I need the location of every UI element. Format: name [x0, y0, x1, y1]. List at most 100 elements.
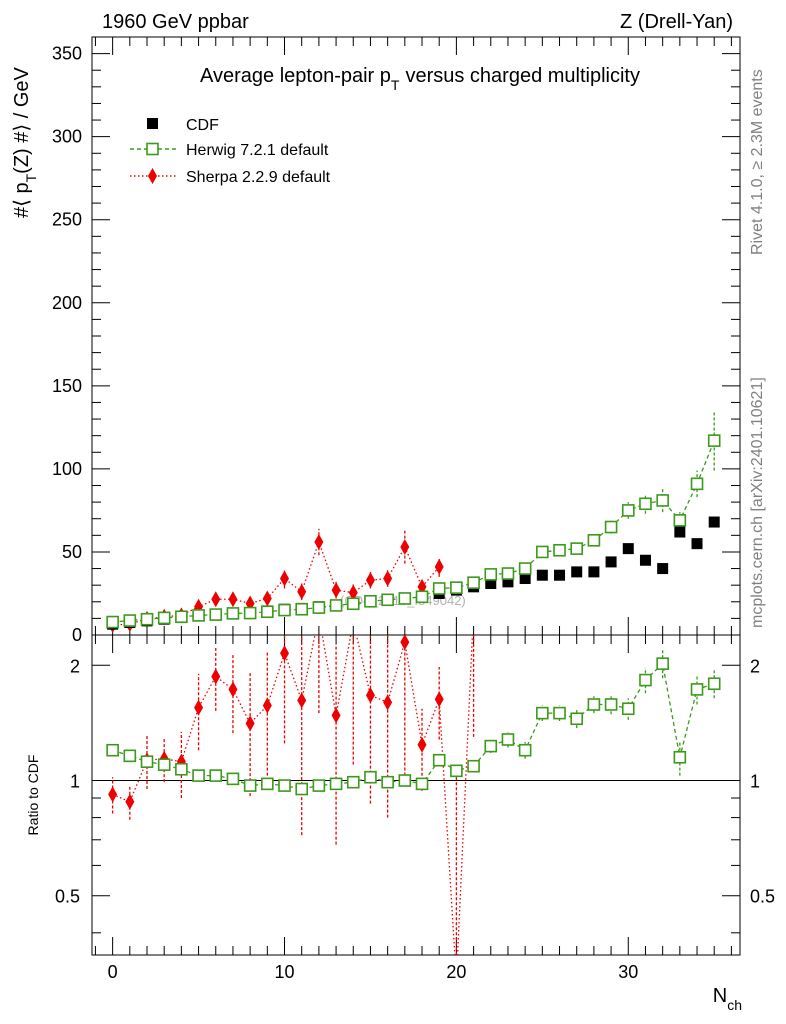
herwig-point: [673, 514, 687, 527]
y-tick-label: 300: [52, 127, 82, 147]
y-tick-label: 2: [70, 656, 80, 676]
ratio-herwig-point: [226, 772, 240, 786]
ratio-sherpa-point: [417, 736, 427, 753]
herwig-point: [192, 609, 205, 622]
ratio-sherpa-line: [112, 635, 474, 955]
x-tick-label: 0: [108, 962, 118, 982]
sherpa-point: [348, 584, 358, 601]
cdf-point: [657, 563, 669, 575]
y-tick-label: 0.5: [55, 887, 80, 907]
herwig-point: [329, 599, 343, 612]
ratio-sherpa-point: [245, 715, 255, 732]
herwig-point: [501, 567, 515, 580]
sherpa-point: [297, 583, 307, 600]
cdf-point: [485, 578, 497, 590]
main-title: Average lepton-pair pT versus charged mul…: [200, 65, 640, 93]
legend-sherpa-marker: [148, 168, 157, 184]
cdf-point: [588, 566, 600, 578]
mcplots-label: mcplots.cern.ch [arXiv:2401.10621]: [749, 377, 766, 628]
ratio-herwig-point: [690, 683, 704, 696]
ratio-herwig-point: [398, 774, 412, 787]
ratio-herwig-point: [243, 779, 257, 792]
herwig-point: [123, 614, 137, 627]
y-tick-label: 200: [52, 293, 82, 313]
sherpa-point: [400, 538, 410, 555]
cdf-point: [554, 569, 566, 581]
sherpa-point: [211, 591, 221, 608]
herwig-point: [278, 603, 291, 617]
sherpa-point: [434, 558, 444, 575]
herwig-point: [261, 605, 274, 619]
sherpa-point: [314, 533, 324, 550]
herwig-point: [553, 543, 566, 557]
ratio-herwig-point: [381, 775, 394, 789]
ratio-sherpa-point: [211, 668, 221, 685]
herwig-point: [656, 494, 669, 507]
ratio-herwig-point: [621, 702, 635, 716]
cdf-point: [691, 538, 703, 550]
ratio-herwig-point: [261, 777, 274, 791]
ratio-herwig-point: [587, 698, 601, 711]
herwig-point: [209, 608, 223, 621]
herwig-point: [243, 606, 257, 620]
main-series: [106, 410, 721, 634]
y-tick-label: 50: [62, 542, 82, 562]
sherpa-point: [228, 591, 238, 608]
ratio-sherpa-point: [108, 786, 118, 803]
ratio-sherpa-point: [383, 694, 393, 711]
header-right: Z (Drell-Yan): [620, 11, 733, 33]
legend: CDF Herwig 7.2.1 default Sherpa 2.2.9 de…: [130, 117, 331, 186]
ratio-herwig-point: [123, 749, 137, 763]
sherpa-point: [383, 570, 393, 587]
herwig-point: [295, 602, 308, 616]
ratio-herwig-point: [518, 743, 532, 757]
cdf-point: [571, 566, 583, 578]
cdf-point: [639, 554, 651, 566]
ratio-herwig-point: [415, 777, 429, 791]
herwig-point: [346, 597, 360, 611]
herwig-point: [690, 477, 704, 491]
sherpa-point: [280, 570, 290, 587]
main-axis-ticks: 0 50 100 150 200 250 300 350: [52, 36, 740, 645]
y-tick-label-right: 0.5: [750, 887, 775, 907]
y-tick-label: 150: [52, 376, 82, 396]
cdf-point: [708, 516, 720, 528]
ratio-herwig-point: [450, 764, 463, 778]
herwig-point: [312, 601, 326, 614]
cdf-point: [502, 576, 514, 588]
ratio-herwig-point: [707, 677, 721, 691]
ratio-sherpa-point: [434, 691, 444, 708]
cdf-point: [519, 573, 531, 585]
herwig-point: [140, 612, 154, 626]
ratio-panel: 0 10 20 30 0.5 0.5 1 1 2 2 Ratio to CDF Nch: [25, 634, 775, 1013]
sherpa-point: [331, 582, 341, 599]
main-y-axis-label: #⟨ pT(Z) #⟩ / GeV: [11, 66, 39, 218]
cdf-point: [622, 543, 634, 555]
herwig-point: [604, 520, 618, 534]
y-tick-label: 0: [72, 625, 82, 645]
cdf-point: [605, 556, 617, 568]
herwig-point: [364, 594, 377, 608]
herwig-point: [175, 610, 188, 624]
y-tick-label-right: 1: [750, 772, 760, 792]
legend-herwig-marker: [146, 142, 159, 156]
ratio-sherpa-point: [262, 697, 272, 714]
ratio-sherpa-point: [400, 635, 410, 651]
ratio-series-clipped: [106, 635, 721, 955]
legend-herwig-label: Herwig 7.2.1 default: [186, 142, 329, 159]
herwig-point: [467, 576, 480, 589]
ratio-herwig-point: [639, 673, 652, 687]
ratio-sherpa-point: [194, 699, 204, 716]
ratio-herwig-point: [106, 743, 119, 757]
ratio-herwig-point: [484, 739, 498, 753]
herwig-point: [432, 582, 446, 595]
herwig-point: [570, 542, 584, 555]
herwig-point: [536, 545, 549, 559]
ratio-herwig-point: [673, 750, 687, 764]
herwig-point: [484, 568, 498, 581]
y-tick-label: 250: [52, 210, 82, 230]
ratio-herwig-point: [346, 775, 360, 789]
y-tick-label: 100: [52, 459, 82, 479]
herwig-point: [587, 534, 601, 547]
